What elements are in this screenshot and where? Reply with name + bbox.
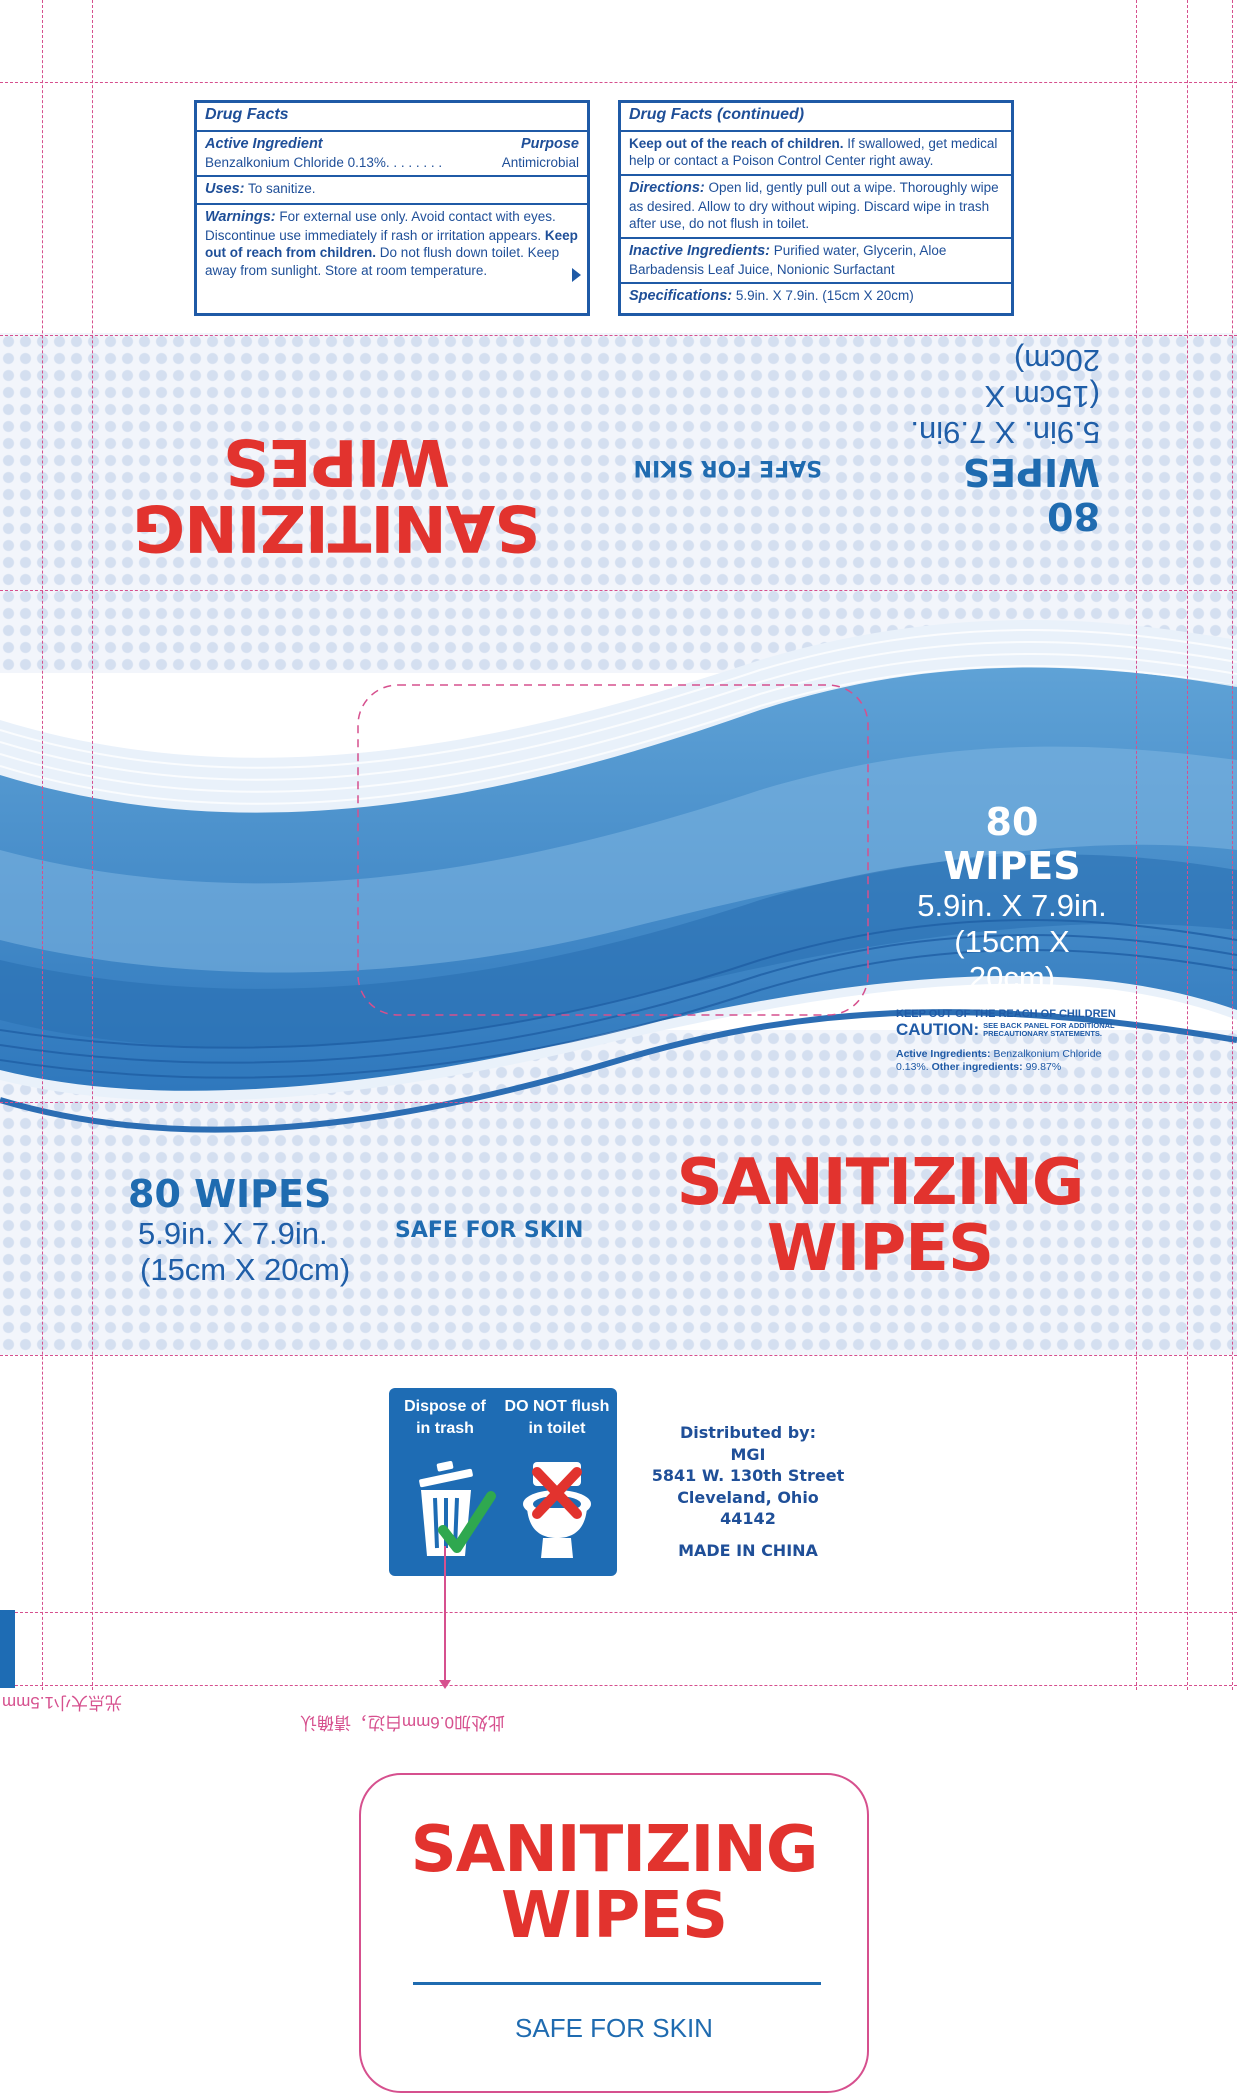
lid-divider <box>413 1982 821 1985</box>
front-brand-line2: WIPES <box>766 1212 994 1286</box>
guide-v4 <box>1187 0 1188 1690</box>
wave-size-in: 5.9in. X 7.9in. <box>917 888 1107 923</box>
dispose-label: Dispose of in trash <box>404 1398 486 1437</box>
guide-h2 <box>0 335 1237 336</box>
drug-facts-panel: Drug Facts Active Ingredient Purpose Ben… <box>194 100 590 316</box>
inverted-count-block: 80 WIPES 5.9in. X 7.9in. (15cm X 20cm) <box>900 342 1100 538</box>
inverted-size-cm: (15cm X 20cm) <box>984 343 1100 414</box>
front-size-in: 5.9in. X 7.9in. <box>138 1216 328 1251</box>
front-size-cm: (15cm X 20cm) <box>140 1252 351 1287</box>
front-brand-block: SANITIZING WIPES <box>640 1150 1120 1282</box>
distributor-street: 5841 W. 130th Street <box>651 1466 845 1486</box>
toilet-icon <box>523 1462 591 1558</box>
lid-brand-line2: WIPES <box>500 1879 728 1953</box>
inverted-brand-block: SANITIZING WIPES <box>97 424 577 564</box>
front-count: 80 WIPES <box>128 1172 332 1216</box>
directions-label: Directions: <box>629 179 705 196</box>
inverted-count: 80 WIPES <box>962 450 1100 538</box>
uses-label: Uses: <box>205 181 245 198</box>
spec-text: 5.9in. X 7.9in. (15cm X 20cm) <box>735 288 914 304</box>
spec-label: Specifications: <box>629 288 733 305</box>
caution-active-text: Benzalkonium Chloride 0.13%. <box>896 1048 1102 1074</box>
inverted-size-in: 5.9in. X 7.9in. <box>910 415 1100 450</box>
wave-count-block: 80 WIPES 5.9in. X 7.9in. (15cm X 20cm) <box>912 800 1112 996</box>
active-ingredient-label: Active Ingredient <box>205 135 323 152</box>
distributor-city: Cleveland, Ohio 44142 <box>677 1487 819 1529</box>
keep-out-text: If swallowed, get medical help or contac… <box>629 135 998 169</box>
guide-h1 <box>0 82 1237 83</box>
keep-out-bold: Keep out of the reach of children. <box>629 135 844 151</box>
distributor-name: MGI <box>730 1444 766 1464</box>
wave-count: 80 WIPES <box>943 800 1081 888</box>
top-panel-inverted: SANITIZING WIPES SAFE FOR SKIN 80 WIPES … <box>0 335 1237 590</box>
lid-brand-line1: SANITIZING <box>410 1813 819 1887</box>
distributor-origin: MADE IN CHINA <box>678 1540 818 1560</box>
keep-out-section: Keep out of the reach of children. If sw… <box>621 132 1011 176</box>
warnings-label: Warnings: <box>205 209 276 226</box>
uses-section: Uses: To sanitize. <box>197 177 587 206</box>
drug-facts-continued-panel: Drug Facts (continued) Keep out of the r… <box>618 100 1014 316</box>
warnings-section: Warnings: For external use only. Avoid c… <box>197 205 587 283</box>
lid-tagline: SAFE FOR SKIN <box>515 2013 713 2043</box>
guide-h7 <box>0 1685 1237 1686</box>
distributor-label: Distributed by: <box>680 1423 816 1442</box>
caution-keep-out: KEEP OUT OF THE REACH OF CHILDREN <box>896 1008 1116 1020</box>
distributor-block: Distributed by: MGI 5841 W. 130th Street… <box>648 1422 848 1562</box>
front-tagline: SAFE FOR SKIN <box>395 1218 584 1243</box>
trash-can-icon <box>419 1461 496 1556</box>
inactive-text: Purified water, Glycerin, Aloe Barbadens… <box>629 242 947 277</box>
guide-h4 <box>0 1102 1237 1103</box>
spec-section: Specifications: 5.9in. X 7.9in. (15cm X … <box>621 284 1011 310</box>
directions-text: Open lid, gently pull out a wipe. Thorou… <box>629 179 999 232</box>
active-ingredient-section: Active Ingredient Purpose Benzalkonium C… <box>197 132 587 178</box>
print-note-center: 此处加0.6mm白边，请确认 <box>300 1713 505 1732</box>
caution-other-text: 99.87% <box>1025 1061 1062 1074</box>
edge-bar <box>0 1610 15 1688</box>
guide-v2 <box>92 0 93 1690</box>
caution-block: KEEP OUT OF THE REACH OF CHILDREN CAUTIO… <box>896 1008 1116 1074</box>
wave-size-cm: (15cm X 20cm) <box>954 924 1070 995</box>
caution-word: CAUTION: <box>896 1020 980 1039</box>
guide-v5 <box>1232 0 1233 1690</box>
guide-v3 <box>1136 0 1137 1690</box>
no-flush-label: DO NOT flush in toilet <box>504 1398 610 1437</box>
drug-facts-continued-title: Drug Facts (continued) <box>621 103 1011 132</box>
caution-other-label: Other ingredients: <box>931 1061 1023 1074</box>
ingredient-purpose: Antimicrobial <box>501 154 579 170</box>
lid-label: SANITIZING WIPES SAFE FOR SKIN <box>359 1773 869 2093</box>
uses-text: To sanitize. <box>248 181 316 197</box>
directions-section: Directions: Open lid, gently pull out a … <box>621 176 1011 239</box>
inactive-label: Inactive Ingredients: <box>629 242 771 259</box>
inverted-brand-line1: SANITIZING <box>133 490 541 564</box>
front-count-block: 80 WIPES 5.9in. X 7.9in. (15cm X 20cm) <box>128 1172 358 1288</box>
purpose-label: Purpose <box>520 135 579 152</box>
caution-see-back: SEE BACK PANEL FOR ADDITIONAL PRECAUTION… <box>983 1020 1115 1038</box>
inverted-brand-line2: WIPES <box>223 424 451 498</box>
inactive-section: Inactive Ingredients: Purified water, Gl… <box>621 239 1011 285</box>
dot-pattern-top <box>0 333 1237 673</box>
arrow-head <box>439 1680 451 1689</box>
drug-facts-title: Drug Facts <box>197 103 587 132</box>
inverted-tagline: SAFE FOR SKIN <box>633 455 822 480</box>
disposal-badge: Dispose of in trash DO NOT flush in toil… <box>389 1388 617 1576</box>
arrow-line <box>444 1546 446 1686</box>
continue-arrow-icon <box>572 267 581 282</box>
guide-h5 <box>0 1355 1237 1356</box>
front-brand-line1: SANITIZING <box>676 1146 1085 1220</box>
warnings-text-1: For external use only. Avoid contact wit… <box>205 209 556 243</box>
wave-graphic <box>0 620 1237 1133</box>
warnings-bold: Keep out of reach from children. <box>205 227 578 261</box>
ingredient-line: Benzalkonium Chloride 0.13%. . . . . . .… <box>205 154 443 170</box>
guide-h3 <box>0 590 1237 591</box>
guide-v1 <box>42 0 43 1690</box>
caution-active-label: Active Ingredients: <box>896 1048 991 1060</box>
caution-ingredients: Active Ingredients: Benzalkonium Chlorid… <box>896 1048 1116 1074</box>
guide-h6 <box>0 1612 1237 1613</box>
caution-row: CAUTION: SEE BACK PANEL FOR ADDITIONAL P… <box>896 1020 1116 1040</box>
warnings-text-2: Do not flush down toilet. Keep away from… <box>205 245 560 278</box>
print-note-left: 光点大小1.5mm <box>2 1693 122 1712</box>
